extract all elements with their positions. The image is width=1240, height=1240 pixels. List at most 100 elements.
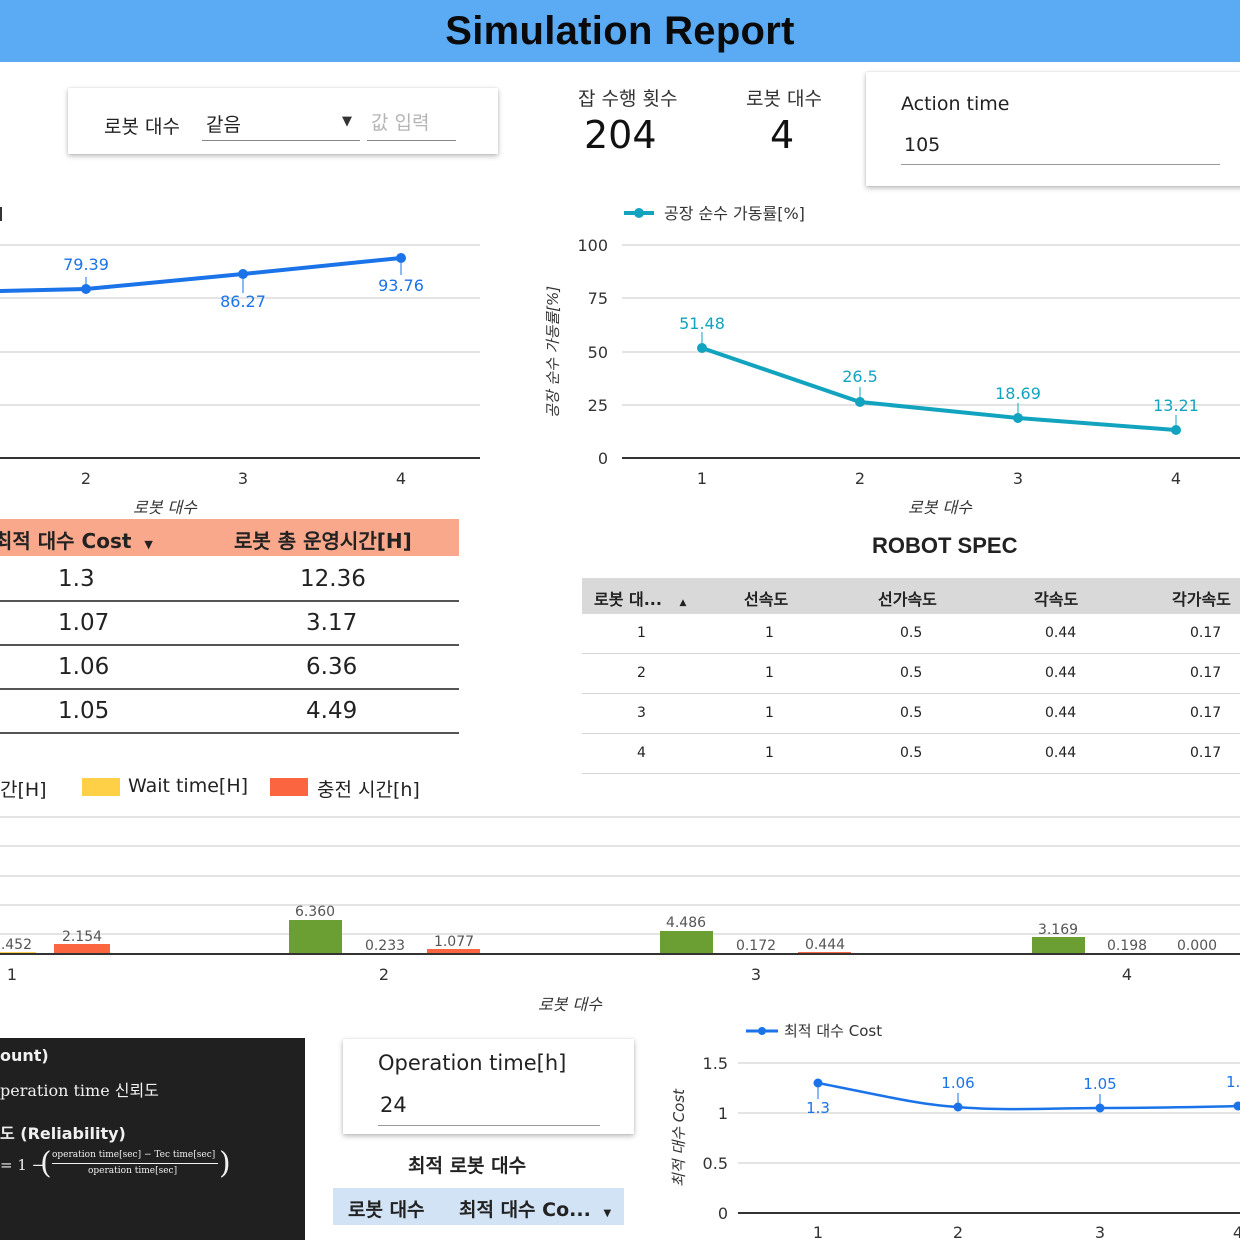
bar-label: 3.169 [1038,922,1078,938]
formula-prefix: = 1 − [0,1156,45,1174]
header-robot-count[interactable]: 로봇 대수 [348,1199,425,1221]
scorecard-robots: 로봇 대수 4 [746,84,846,157]
cell-cost: 1.06 [58,654,110,680]
bar-label: 4.486 [666,915,706,931]
point-label: 1.06 [941,1074,974,1092]
y-tick-label: 0.5 [703,1154,728,1173]
cell-cost: 1.3 [58,566,95,592]
table-row: 1.05 4.49 [0,688,459,734]
filter-value-input[interactable]: 값 입력 [367,106,456,141]
data-point [1013,413,1023,423]
point-label: 13.21 [1153,396,1199,415]
optimal-robots-title: 최적 로봇 대수 [408,1155,527,1177]
legend-label: 간[H] [0,779,47,801]
legend-fragment [0,207,2,221]
x-tick-label: 4 [1233,1223,1240,1240]
point-label: 86.27 [220,292,266,311]
legend-marker [758,1027,766,1035]
data-point [1095,1103,1105,1113]
cell: 1 [765,625,774,641]
table-row: 1.06 6.36 [0,644,459,690]
cell: 0.5 [900,625,923,641]
info-line: ount) [0,1046,49,1065]
table-row: 1.3 12.36 [0,556,459,602]
point-label: 93.76 [378,276,424,295]
formula-paren-left: ( [40,1146,52,1181]
cell: 0.44 [1045,625,1077,641]
y-axis-title: 공장 순수 가동률[%] [544,286,562,418]
bar-label: 0.172 [736,938,776,954]
cell: 1 [765,745,774,761]
header-angular-speed[interactable]: 각속도 [1034,590,1079,609]
header-angular-accel[interactable]: 각가속도 [1172,590,1231,609]
sort-header-cost[interactable]: 최적 대수 Cost ▼ [0,525,153,554]
legend-label: Wait time[H] [128,775,249,797]
point-label: 1.05 [1083,1075,1116,1093]
table-row: 1 1 0.5 0.44 0.17 [582,614,1240,654]
cell: 0.5 [900,705,923,721]
operation-time-input[interactable]: 24 [378,1089,600,1126]
bar-charge [54,944,110,954]
bar-label: 6.360 [295,904,335,920]
filter-operator-select[interactable]: 같음 ▼ [202,106,360,141]
cell: 4 [637,745,646,761]
info-line: 도 (Reliability) [0,1124,126,1143]
sort-desc-icon: ▼ [603,1208,612,1219]
cell-cost: 1.07 [58,610,110,636]
y-tick-label: 50 [588,343,608,362]
x-axis-title: 로봇 대수 [538,995,603,1014]
x-tick-label: 3 [1013,469,1023,488]
point-label: 51.48 [679,314,725,333]
legend-label: 공장 순수 가동률[%] [664,204,805,223]
y-tick-label: 25 [588,396,608,415]
series-line [0,256,402,293]
action-time-input[interactable]: 105 [901,128,1220,165]
data-point [1233,1101,1240,1111]
x-axis-title: 로봇 대수 [908,498,973,517]
top-left-line-chart: 79.39 86.27 93.76 2 3 4 로봇 대수 [0,207,480,517]
legend-label: 충전 시간[h] [317,779,420,801]
cost-line-chart: 최적 대수 Cost 1.5 1 0.5 0 최적 대수 Cost 1.3 1.… [670,1022,1240,1240]
action-time-card: Action time 105 [866,72,1240,186]
x-tick-label: 2 [81,469,91,488]
formula-paren-right: ) [219,1146,231,1181]
operation-time-label: Operation time[h] [378,1051,567,1075]
y-tick-label: 100 [577,236,608,255]
cost-table: 최적 대수 Cost ▼ 로봇 총 운영시간[H] 1.3 12.36 1.07… [0,519,459,735]
formula-bar [52,1163,218,1164]
sort-header-robot-count[interactable]: 로봇 대... ▲ [594,586,686,610]
cell: 0.5 [900,745,923,761]
cell: 0.17 [1190,625,1222,641]
operation-time-value: 24 [380,1093,407,1117]
cell: 0.5 [900,665,923,681]
scorecard-jobs: 잡 수행 횟수 204 [578,84,708,157]
sort-header-optimal-cost[interactable]: 최적 대수 Co... ▼ [459,1195,611,1222]
y-tick-label: 1 [718,1104,728,1123]
action-time-label: Action time [901,93,1010,115]
bar-chart: .452 2.154 6.360 0.233 1.077 4.486 0.172… [0,816,1240,1014]
data-point [953,1102,963,1112]
reliability-info-panel: ount) peration time 신뢰도 도 (Reliability) … [0,1038,305,1240]
header-robot-count: 로봇 대... [594,590,662,609]
cell-operation: 3.17 [306,610,358,636]
header-linear-accel[interactable]: 선가속도 [878,590,937,609]
header-linear-speed[interactable]: 선속도 [744,590,789,609]
x-tick-label: 2 [379,965,389,984]
report-header: Simulation Report [0,0,1240,62]
y-tick-label: 1.5 [703,1054,728,1073]
cost-table-header: 최적 대수 Cost ▼ 로봇 총 운영시간[H] [0,519,459,556]
robot-spec-table: 로봇 대... ▲ 선속도 선가속도 각속도 각가속도 1 1 0.5 0.44… [582,578,1240,774]
bar-label: 1.077 [434,934,474,950]
cell: 1 [765,665,774,681]
header-operation-time[interactable]: 로봇 총 운영시간[H] [234,529,412,553]
y-tick-label: 0 [718,1204,728,1223]
top-right-line-chart: 공장 순수 가동률[%] 100 75 50 25 0 공장 순수 가동률[%]… [544,204,1240,517]
point-label: 79.39 [63,255,109,274]
sort-asc-icon: ▲ [679,598,687,608]
cell: 2 [637,665,646,681]
robot-count-filter: 로봇 대수 같음 ▼ 값 입력 [68,88,498,154]
point-label: 1.3 [806,1099,830,1117]
x-tick-label: 4 [1122,965,1132,984]
legend-swatch-yellow [82,778,120,796]
cell-operation: 12.36 [300,566,366,592]
